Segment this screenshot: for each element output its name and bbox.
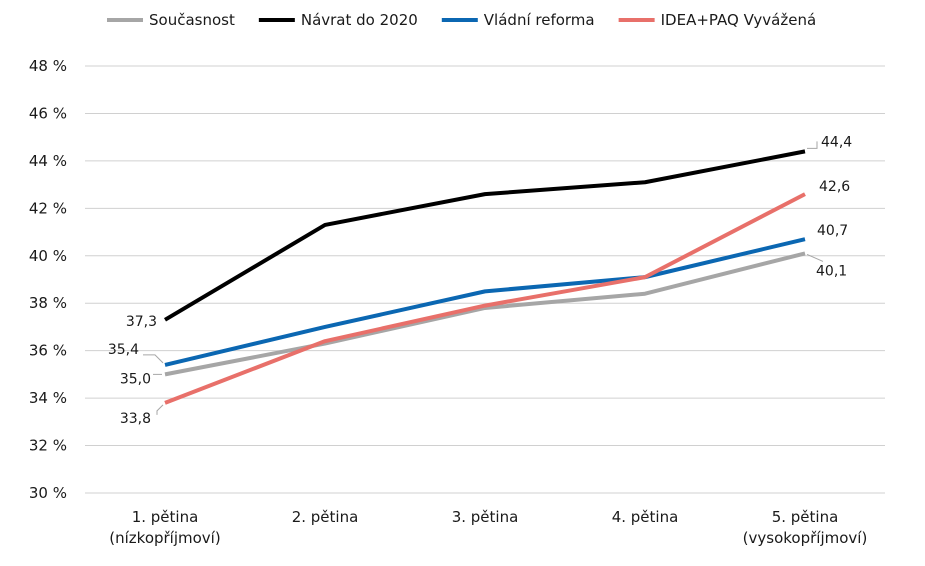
data-label: 35,4 xyxy=(108,342,139,358)
y-tick-label: 30 % xyxy=(29,484,67,502)
legend: Současnost Návrat do 2020 Vládní reforma ID… xyxy=(107,11,816,29)
legend-item: Vládní reforma xyxy=(441,11,595,29)
series-line xyxy=(164,192,806,405)
x-category-label: 5. pětina (vysokopříjmoví) xyxy=(743,508,868,547)
legend-item: IDEA+PAQ Vyvážená xyxy=(618,11,817,29)
series-lines xyxy=(163,149,806,405)
y-tick-label: 44 % xyxy=(29,152,67,170)
data-label: 35,0 xyxy=(120,371,151,387)
x-category-label: 1. pětina (nízkopříjmoví) xyxy=(109,508,220,547)
y-tick-label: 40 % xyxy=(29,247,67,265)
y-tick-label: 38 % xyxy=(29,294,67,312)
series-line xyxy=(164,251,806,377)
data-label: 33,8 xyxy=(120,411,151,427)
x-category-label: 3. pětina xyxy=(452,508,519,526)
data-label: 44,4 xyxy=(821,134,852,150)
data-label: 42,6 xyxy=(819,179,850,195)
y-tick-label: 36 % xyxy=(29,342,67,360)
y-tick-label: 32 % xyxy=(29,437,67,455)
y-tick-label: 42 % xyxy=(29,199,67,217)
y-tick-label: 34 % xyxy=(29,389,67,407)
label-leader xyxy=(143,354,164,364)
series-line xyxy=(164,237,806,367)
label-leader xyxy=(806,253,824,262)
label-leader-lines xyxy=(143,141,824,415)
legend-label: IDEA+PAQ Vyvážená xyxy=(661,11,817,29)
series-line xyxy=(163,149,806,322)
x-category-label: 2. pětina xyxy=(292,508,359,526)
x-axis-categories: 1. pětina (nízkopříjmoví) 2. pětina 3. pěti… xyxy=(109,508,867,547)
legend-label: Vládní reforma xyxy=(484,11,595,29)
data-label: 40,1 xyxy=(816,263,847,279)
legend-label: Současnost xyxy=(149,11,235,29)
y-axis-ticks: 30 % 32 % 34 % 36 % 38 % 40 % 42 % 44 % 46 % 48 % xyxy=(29,57,67,502)
label-leader xyxy=(807,141,818,149)
data-labels: 35,0 40,1 37,3 44,4 35,4 40,7 33,8 42,6 xyxy=(108,134,852,426)
legend-item: Současnost xyxy=(107,11,235,29)
x-category-label: 4. pětina xyxy=(612,508,679,526)
legend-label: Návrat do 2020 xyxy=(301,11,418,29)
data-label: 37,3 xyxy=(126,314,157,330)
label-leader xyxy=(156,404,164,415)
legend-item: Návrat do 2020 xyxy=(258,11,418,29)
y-tick-label: 46 % xyxy=(29,104,67,122)
data-label: 40,7 xyxy=(817,223,848,239)
y-tick-label: 48 % xyxy=(29,57,67,75)
gridlines xyxy=(85,65,885,494)
